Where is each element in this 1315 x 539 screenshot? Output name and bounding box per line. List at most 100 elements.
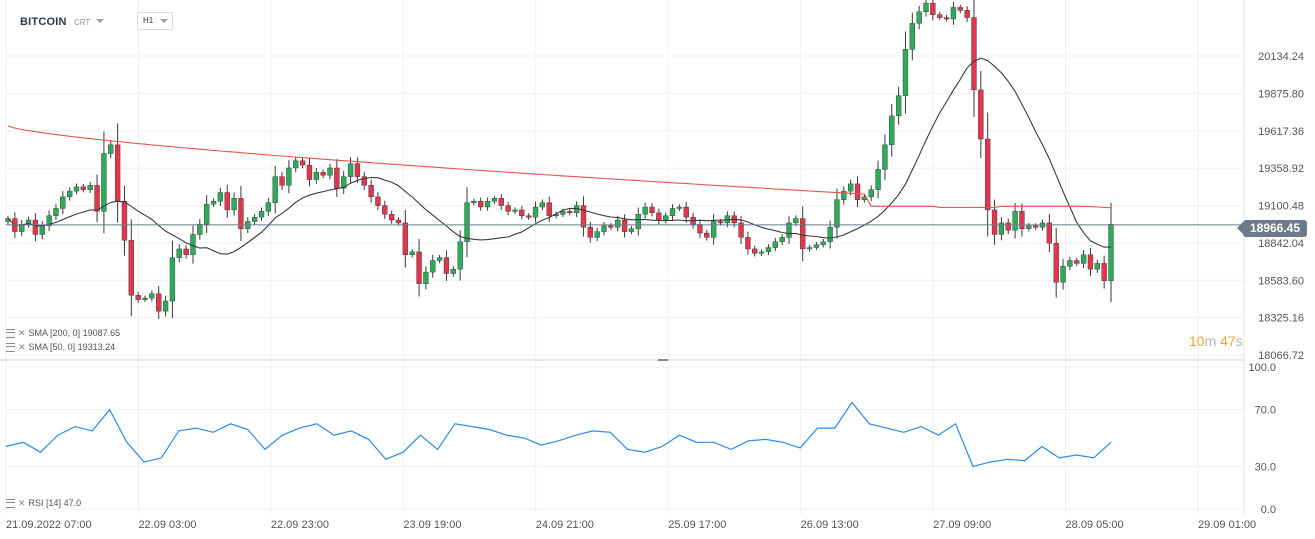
candle-body — [5, 218, 11, 222]
candle-body — [758, 251, 765, 254]
candle-body — [608, 225, 614, 228]
candle-body — [532, 206, 539, 218]
candle-body — [299, 160, 306, 166]
candle-body — [327, 167, 333, 176]
chevron-down-icon — [160, 19, 168, 23]
candle-body — [347, 163, 354, 177]
candle-body — [423, 271, 429, 284]
y-tick-label: 19617.36 — [1258, 126, 1304, 138]
candle-body — [121, 201, 128, 241]
candle-body — [656, 212, 662, 221]
y-axis-labels: 20134.24 19875.80 19617.36 19358.92 19100.48… — [1248, 51, 1304, 516]
close-icon[interactable]: ✕ — [18, 328, 26, 338]
candle-body — [135, 295, 141, 300]
y-tick-label: 18325.16 — [1258, 313, 1304, 325]
candle-body — [902, 49, 909, 96]
candle-body — [669, 208, 676, 216]
candle-body — [1094, 263, 1100, 270]
y-tick-label: 19875.80 — [1258, 88, 1304, 100]
candle-body — [169, 257, 176, 302]
moving-average-lines — [6, 57, 1244, 255]
legend-sma50[interactable]: ✕ SMA [50, 0] 19313.24 — [6, 342, 115, 353]
candle-body — [217, 192, 224, 202]
candle-body — [1087, 254, 1094, 270]
x-tick-label: 26.09 13:00 — [801, 519, 859, 531]
candle-body — [539, 202, 546, 208]
candle-body — [238, 198, 244, 229]
candle-body — [642, 206, 648, 215]
candle-body — [436, 257, 443, 261]
legend-rsi[interactable]: ✕ RSI [14] 47.0 — [6, 498, 81, 509]
candle-body — [251, 216, 258, 222]
symbol-type: CRT — [74, 18, 91, 27]
candle-body — [204, 203, 210, 225]
candle-body — [341, 176, 347, 189]
current-price-tag: 18966.45 — [1237, 220, 1307, 237]
candle-body — [1060, 266, 1066, 283]
chevron-down-icon[interactable] — [96, 19, 104, 23]
candle-body — [909, 23, 915, 50]
candle-body — [443, 257, 450, 274]
candle-body — [1026, 225, 1032, 229]
candle-body — [1032, 225, 1039, 228]
candle-body — [964, 10, 970, 18]
candle-body — [663, 215, 669, 221]
candle-body — [560, 211, 566, 215]
candle-body — [683, 206, 689, 218]
x-axis-labels: 21.09.2022 07:00 22.09 03:00 22.09 23:00 23… — [6, 519, 1256, 531]
settings-icon[interactable] — [6, 343, 15, 353]
candle-body — [601, 225, 607, 232]
candle-body — [519, 209, 525, 216]
x-tick-label: 22.09 03:00 — [138, 519, 196, 531]
candle-body — [430, 260, 436, 273]
candle-body — [985, 138, 991, 211]
candle-body — [813, 244, 820, 248]
candle-body — [128, 240, 134, 296]
settings-icon[interactable] — [6, 329, 15, 339]
candle-body — [354, 163, 361, 177]
candle-body — [87, 185, 93, 190]
symbol-name[interactable]: BITCOIN — [20, 16, 67, 28]
candle-body — [375, 196, 381, 206]
candle-body — [402, 222, 409, 255]
rsi-y-tick-label: 30.0 — [1255, 461, 1276, 473]
legend-sma200[interactable]: ✕ SMA [200, 0] 19087.65 — [6, 328, 120, 339]
candle-body — [1101, 263, 1107, 281]
timeframe-select[interactable]: H1 — [137, 12, 173, 30]
candle-body — [416, 251, 422, 284]
rsi-line — [5, 401, 1112, 468]
candle-body — [779, 237, 785, 242]
candle-body — [395, 219, 402, 224]
candle-body — [162, 300, 169, 312]
y-tick-label: 18583.60 — [1258, 275, 1304, 287]
candle-body — [484, 201, 491, 208]
candle-body — [745, 237, 751, 250]
candle-body — [313, 172, 319, 180]
candle-body — [1019, 211, 1025, 229]
candle-body — [1005, 222, 1011, 231]
close-icon[interactable]: ✕ — [18, 342, 26, 352]
candle-body — [258, 211, 265, 218]
candle-body — [1067, 260, 1073, 267]
candle-body — [464, 202, 470, 242]
candle-body — [786, 222, 792, 238]
candle-body — [621, 219, 628, 232]
close-icon[interactable]: ✕ — [18, 498, 26, 508]
candle-body — [1053, 242, 1059, 283]
candle-body — [834, 199, 840, 228]
candle-body — [1080, 254, 1087, 264]
candle-body — [628, 228, 635, 232]
candle-body — [971, 17, 977, 91]
sma200-label: SMA [200, 0] 19087.65 — [28, 328, 121, 338]
candle-body — [361, 176, 367, 186]
candle-body — [197, 224, 203, 235]
settings-icon[interactable] — [6, 499, 15, 509]
candle-body — [108, 144, 114, 154]
rsi-y-tick-label: 70.0 — [1255, 405, 1276, 417]
timeframe-label: H1 — [143, 16, 154, 25]
candle-countdown: 10m 47s — [1189, 333, 1243, 349]
candle-body — [320, 172, 326, 176]
x-tick-label: 22.09 23:00 — [271, 519, 329, 531]
candle-body — [1108, 224, 1114, 281]
